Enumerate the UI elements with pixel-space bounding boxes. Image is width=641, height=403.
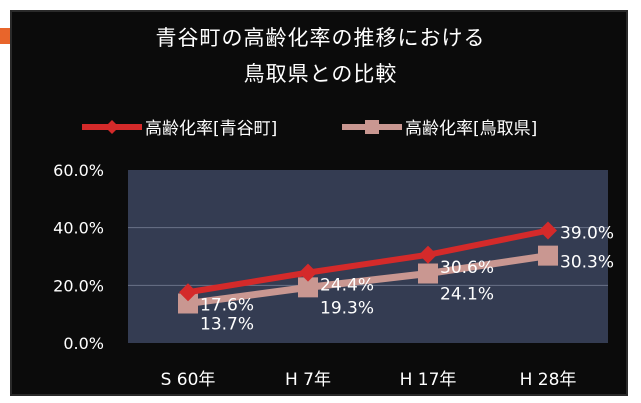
data-label-aomachi: 24.4% (320, 276, 374, 296)
point-aomachi (299, 263, 317, 282)
legend-marker-aomachi (105, 120, 119, 134)
data-label-tottori: 13.7% (200, 314, 254, 334)
y-tick-label: 20.0% (53, 276, 104, 295)
point-aomachi (179, 283, 197, 302)
legend-label-aomachi: 高齢化率[青谷町] (145, 119, 277, 139)
point-aomachi (419, 245, 437, 264)
y-tick-label: 0.0% (63, 334, 104, 353)
data-label-tottori: 30.3% (560, 253, 614, 273)
data-label-tottori: 19.3% (320, 298, 374, 318)
x-tick-label: H 7年 (285, 370, 331, 390)
chart-title-line-1: 青谷町の高齢化率の推移における (155, 26, 486, 50)
series-line-aomachi (185, 227, 551, 296)
x-tick-label: H 28年 (520, 370, 577, 390)
y-tick-label: 40.0% (53, 219, 104, 238)
data-label-aomachi: 39.0% (560, 224, 614, 244)
point-tottori (178, 293, 198, 314)
series-line-tottori (184, 252, 552, 307)
data-label-aomachi: 30.6% (440, 258, 494, 278)
point-tottori (538, 245, 558, 266)
data-label-aomachi: 17.6% (200, 295, 254, 315)
point-tottori (418, 263, 438, 284)
data-label-tottori: 24.1% (440, 285, 494, 305)
chart-title-line-2: 鳥取県との比較 (243, 62, 398, 86)
legend-marker-tottori (365, 120, 379, 134)
y-tick-label: 60.0% (53, 161, 104, 180)
point-aomachi (539, 221, 557, 240)
x-tick-label: S 60年 (161, 370, 216, 390)
legend-label-tottori: 高齢化率[鳥取県] (405, 119, 537, 139)
x-tick-label: H 17年 (400, 370, 457, 390)
point-tottori (298, 277, 318, 298)
